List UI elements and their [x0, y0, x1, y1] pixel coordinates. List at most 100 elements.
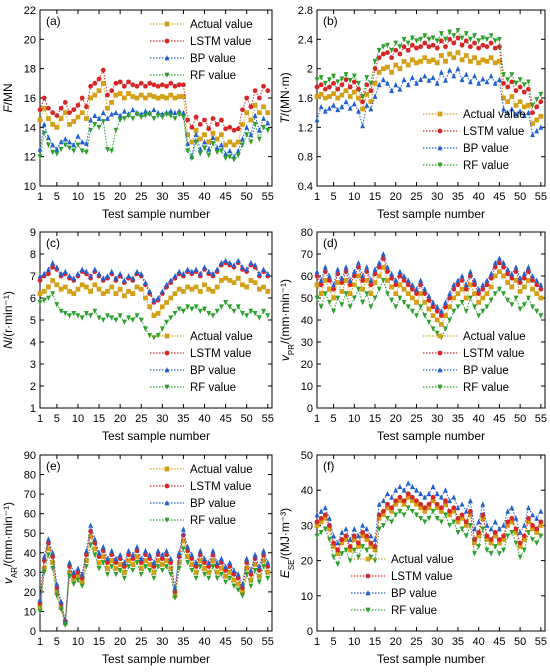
- data-point: [534, 308, 540, 315]
- x-tick-label: 55: [535, 636, 547, 648]
- data-point: [447, 512, 453, 518]
- data-point: [84, 558, 89, 563]
- data-point: [121, 293, 127, 299]
- data-point: [164, 281, 169, 288]
- data-point: [430, 483, 436, 490]
- data-point: [248, 131, 254, 138]
- data-point: [322, 95, 328, 101]
- y-tick-label: 1.6: [298, 93, 313, 105]
- data-point: [185, 284, 191, 290]
- data-point: [84, 547, 89, 554]
- data-point: [418, 515, 424, 522]
- data-point: [538, 281, 544, 288]
- data-point: [206, 139, 212, 145]
- data-point: [463, 286, 469, 292]
- data-point: [151, 564, 157, 569]
- data-point: [447, 290, 453, 296]
- data-point: [509, 530, 515, 536]
- data-point: [459, 42, 465, 48]
- data-point: [318, 103, 324, 110]
- data-point: [265, 564, 271, 569]
- data-point: [248, 117, 254, 123]
- data-point: [130, 317, 136, 323]
- data-point: [105, 289, 110, 294]
- y-tick-label: 40: [301, 485, 313, 497]
- data-point: [405, 505, 411, 511]
- data-point: [227, 575, 233, 582]
- data-point: [261, 83, 266, 89]
- data-point: [265, 289, 271, 294]
- data-point: [147, 80, 153, 86]
- y-tick-label: 6: [30, 293, 36, 305]
- data-point: [223, 126, 229, 132]
- data-point: [235, 581, 241, 587]
- data-point: [459, 512, 465, 518]
- data-point: [151, 313, 157, 318]
- data-point: [517, 77, 523, 83]
- data-point: [434, 308, 440, 314]
- series-rf-value: [314, 505, 544, 568]
- data-point: [376, 286, 382, 293]
- data-point: [134, 284, 140, 290]
- data-point: [92, 282, 98, 288]
- data-point: [155, 95, 161, 101]
- legend-label: BP value: [463, 365, 509, 377]
- data-point: [92, 122, 98, 128]
- data-point: [168, 108, 174, 114]
- data-point: [227, 278, 233, 283]
- data-point: [109, 547, 115, 554]
- x-tick-label: 45: [219, 636, 231, 648]
- legend-label: RF value: [190, 70, 236, 82]
- data-point: [438, 31, 444, 37]
- data-point: [368, 533, 374, 539]
- data-point: [46, 295, 51, 301]
- data-point: [126, 113, 131, 119]
- data-point: [50, 259, 56, 266]
- data-point: [430, 42, 436, 48]
- legend-marker: [164, 500, 170, 506]
- data-point: [451, 55, 457, 61]
- data-point: [409, 494, 415, 500]
- data-point: [380, 66, 386, 72]
- data-point: [434, 303, 440, 310]
- panel-label: (f): [323, 459, 334, 473]
- x-tick-label: 25: [410, 191, 422, 203]
- data-point: [62, 110, 68, 116]
- data-point: [401, 498, 407, 504]
- data-point: [534, 530, 540, 535]
- data-point: [88, 289, 94, 294]
- data-point: [476, 533, 482, 539]
- data-point: [223, 142, 228, 148]
- data-point: [488, 73, 494, 79]
- data-point: [517, 99, 523, 105]
- data-point: [364, 75, 370, 81]
- data-point: [189, 306, 195, 312]
- data-point: [41, 105, 47, 111]
- data-point: [351, 526, 357, 532]
- y-tick-label: 7: [30, 271, 36, 283]
- y-axis-unit: /(mm·min⁻¹): [1, 502, 15, 567]
- data-point: [451, 40, 457, 46]
- data-point: [155, 552, 161, 558]
- data-point: [117, 270, 123, 277]
- data-point: [393, 501, 399, 507]
- data-point: [54, 302, 60, 308]
- data-point: [393, 304, 399, 310]
- data-point: [380, 44, 386, 50]
- x-tick-label: 55: [262, 191, 274, 203]
- data-point: [159, 304, 165, 310]
- data-point: [248, 308, 254, 315]
- data-point: [418, 291, 424, 296]
- data-point: [517, 108, 523, 114]
- data-point: [206, 126, 212, 132]
- data-point: [318, 282, 324, 288]
- data-point: [84, 564, 89, 570]
- data-point: [476, 38, 482, 44]
- data-point: [159, 94, 165, 99]
- x-tick-label: 15: [369, 191, 381, 203]
- x-tick-label: 15: [93, 191, 105, 203]
- data-point: [364, 547, 370, 553]
- data-point: [393, 62, 399, 68]
